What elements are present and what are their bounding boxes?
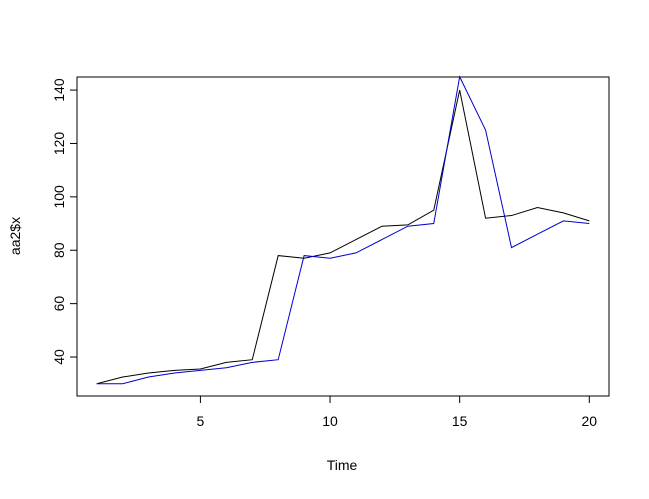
x-axis-label: Time xyxy=(327,457,358,473)
x-tick-label: 15 xyxy=(452,413,468,429)
y-axis-label: aa2$x xyxy=(7,217,23,255)
series-line xyxy=(96,75,590,385)
y-tick-label: 40 xyxy=(51,349,67,365)
y-tick-label: 100 xyxy=(51,185,67,209)
x-tick-label: 5 xyxy=(197,413,205,429)
y-tick-label: 120 xyxy=(51,132,67,156)
y-tick-label: 80 xyxy=(51,242,67,258)
x-tick-label: 10 xyxy=(322,413,338,429)
x-tick-label: 20 xyxy=(582,413,598,429)
y-tick-label: 60 xyxy=(51,296,67,312)
series-line xyxy=(96,89,590,385)
y-tick-label: 140 xyxy=(51,78,67,102)
plot-box xyxy=(76,76,610,397)
